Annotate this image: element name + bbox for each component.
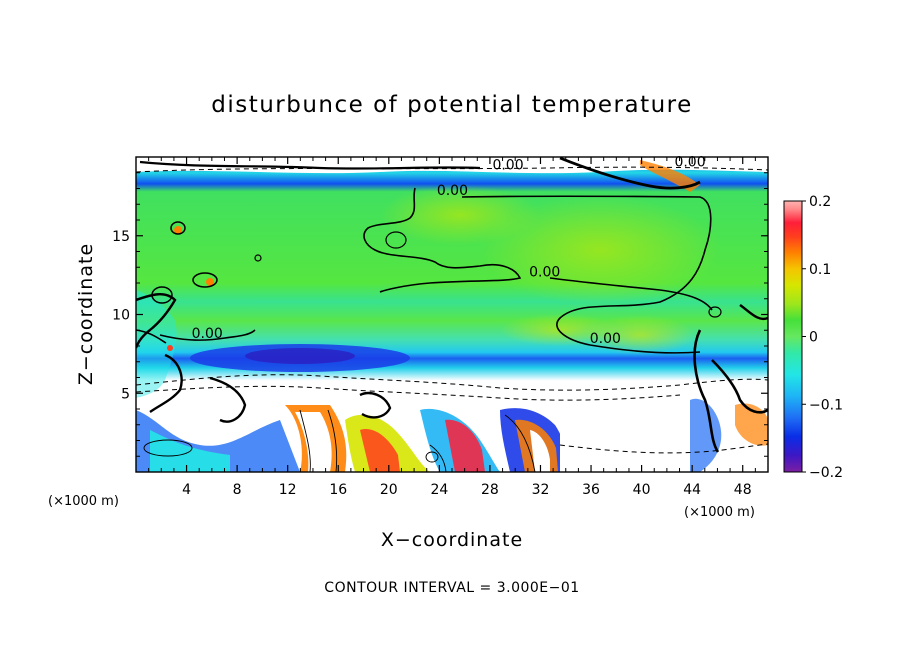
x-axis-ticks: 4 8 12 16 20 24 28 32 36 40 44 48 xyxy=(148,157,756,498)
contour-cluster xyxy=(385,231,407,249)
contour-cluster xyxy=(151,286,173,304)
contour-positive xyxy=(429,444,447,472)
x-tick-label: 40 xyxy=(633,482,651,498)
x-tick-label: 4 xyxy=(182,482,191,498)
x-tick-label: 8 xyxy=(233,482,242,498)
colorbar-ticks: 0.2 0.1 0 −0.1 −0.2 xyxy=(802,194,843,481)
contour-cluster xyxy=(708,306,722,318)
y-axis-title: Z−coordinate xyxy=(75,243,97,385)
contour-label: 0.00 xyxy=(192,326,223,342)
x-tick-label: 36 xyxy=(582,482,600,498)
contour-label: 0.00 xyxy=(590,331,621,347)
colorbar-tick-label: 0.2 xyxy=(809,194,831,210)
contour-negative xyxy=(136,166,768,173)
y-axis-ticks: 5 10 15 xyxy=(112,172,768,457)
contour-cluster xyxy=(136,293,177,349)
contour-interval-note: CONTOUR INTERVAL = 3.000E−01 xyxy=(324,580,579,596)
x-axis-title: X−coordinate xyxy=(381,529,523,551)
contour-label: 0.00 xyxy=(437,183,468,199)
x-tick-label: 12 xyxy=(279,482,297,498)
contour-cluster xyxy=(209,376,247,423)
contour-labels: 0.00 0.00 0.00 0.00 0.00 0.00 xyxy=(192,154,706,347)
field-patch xyxy=(640,160,700,192)
contour-cluster xyxy=(192,272,218,288)
x-tick-label: 16 xyxy=(329,482,347,498)
contour-zero xyxy=(363,187,522,293)
contour-positive xyxy=(327,409,338,472)
contour-cluster xyxy=(693,329,720,453)
contour-cluster xyxy=(559,157,701,190)
contour-cluster xyxy=(139,160,481,170)
field-patch xyxy=(136,157,768,174)
field-patch xyxy=(735,403,768,446)
colorbar: 0.2 0.1 0 −0.1 −0.2 xyxy=(783,194,843,481)
contour-label: 0.00 xyxy=(492,158,523,174)
x-tick-label: 48 xyxy=(734,482,752,498)
heatmap-field xyxy=(136,157,768,472)
field-patch xyxy=(136,290,177,398)
chart-title: disturbunce of potential temperature xyxy=(211,92,693,118)
x-tick-label: 32 xyxy=(532,482,550,498)
colorbar-tick-label: −0.2 xyxy=(809,465,843,481)
field-patch xyxy=(174,226,182,234)
contour-cluster xyxy=(170,221,186,235)
contour-positive xyxy=(143,439,193,457)
field-patch xyxy=(560,409,768,472)
y-axis-unit: (×1000 m) xyxy=(48,494,119,509)
contour-zero xyxy=(461,195,712,354)
y-tick-label: 10 xyxy=(112,308,130,324)
x-axis-unit: (×1000 m) xyxy=(684,505,755,520)
contour-negative xyxy=(136,374,768,391)
field-patch xyxy=(360,429,400,472)
contour-cluster xyxy=(711,359,768,414)
colorbar-gradient xyxy=(783,200,803,473)
x-tick-label: 28 xyxy=(481,482,499,498)
field-patch xyxy=(445,419,485,472)
contour-positive xyxy=(504,414,536,472)
y-tick-label: 5 xyxy=(121,386,130,402)
field-patch xyxy=(380,185,540,245)
colorbar-tick-label: −0.1 xyxy=(809,397,843,413)
colorbar-tick-label: 0 xyxy=(809,330,818,346)
contour-label: 0.00 xyxy=(529,265,560,281)
field-patch xyxy=(480,195,720,305)
x-tick-label: 44 xyxy=(683,482,701,498)
contour-cluster xyxy=(739,304,768,321)
x-tick-label: 20 xyxy=(380,482,398,498)
field-patch xyxy=(167,345,173,351)
contour-cluster xyxy=(149,353,183,413)
contour-cluster xyxy=(359,391,392,419)
contour-zero xyxy=(549,277,713,311)
contour-positive xyxy=(299,409,311,472)
field-patch xyxy=(206,278,214,286)
contour-cluster xyxy=(254,254,262,262)
colorbar-tick-label: 0.1 xyxy=(809,262,831,278)
field-patch xyxy=(690,398,722,472)
field-patch xyxy=(530,430,550,472)
contour-zero xyxy=(159,329,256,341)
field-patch xyxy=(245,348,355,364)
contour-label: 0.00 xyxy=(674,154,705,170)
x-tick-label: 24 xyxy=(430,482,448,498)
contour-lines xyxy=(136,157,768,472)
y-tick-label: 15 xyxy=(112,229,130,245)
contour-positive xyxy=(425,451,439,463)
field-patch xyxy=(500,314,620,346)
